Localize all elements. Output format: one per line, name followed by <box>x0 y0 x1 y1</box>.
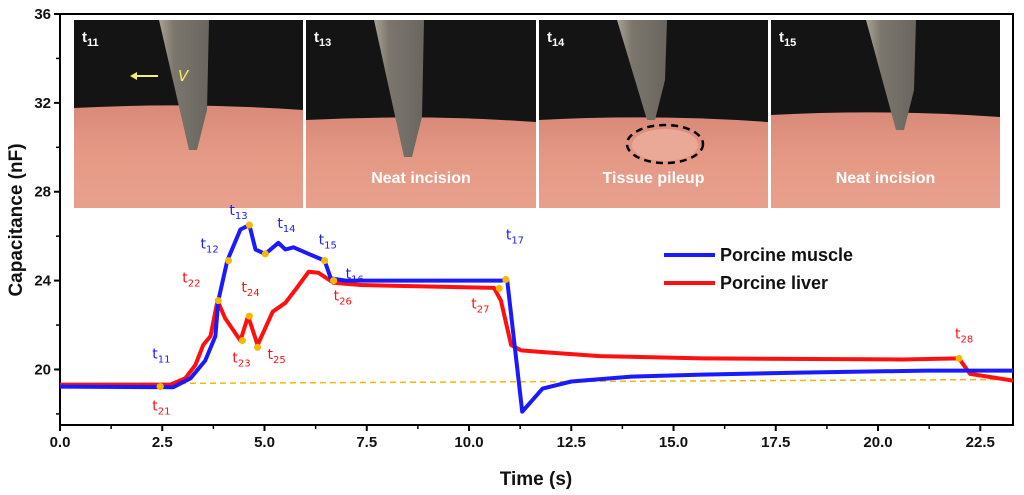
x-tick-label: 20.0 <box>863 434 892 451</box>
x-tick-label: 12.5 <box>557 434 586 451</box>
pileup-highlight-ellipse <box>625 123 705 165</box>
blade <box>159 20 209 150</box>
y-tick-label: 24 <box>34 273 51 290</box>
time-marker-dot <box>254 343 262 351</box>
y-tick-label: 20 <box>34 361 51 378</box>
time-marker-label: t17 <box>506 227 524 246</box>
photo-panel: t14 Tissue pileup <box>539 20 768 208</box>
time-marker-label: t16 <box>346 267 364 286</box>
time-marker-label: t27 <box>471 296 489 315</box>
panel-caption: Neat incision <box>371 170 471 187</box>
blade <box>866 20 916 130</box>
time-marker-label: t28 <box>955 326 973 345</box>
arrow-head-icon <box>130 72 137 80</box>
time-marker-dot <box>245 312 253 320</box>
velocity-label: V <box>178 67 190 85</box>
photo-panel: t15 Neat incision <box>771 20 1000 208</box>
time-marker-dot <box>245 221 253 229</box>
tissue-pileup <box>632 129 698 161</box>
time-marker-label: t24 <box>241 280 259 299</box>
photo-panel: t13 Neat incision <box>306 20 536 208</box>
baseline-dashed-line <box>59 378 1014 385</box>
panel-caption: Neat incision <box>836 170 936 187</box>
blade <box>617 20 667 120</box>
x-tick-label: 7.5 <box>356 434 377 451</box>
x-axis-label: Time (s) <box>500 469 573 490</box>
time-marker-label: t22 <box>182 271 200 290</box>
time-marker-dot <box>502 275 510 283</box>
time-marker-label: t21 <box>152 399 170 418</box>
plot-frame <box>59 13 1014 426</box>
panel-time-label: t15 <box>779 29 796 49</box>
x-tick-label: 10.0 <box>454 434 483 451</box>
panel-time-label: t11 <box>82 29 99 49</box>
time-marker-dot <box>225 257 233 265</box>
x-tick-label: 22.5 <box>966 434 995 451</box>
time-marker-dot <box>321 257 329 265</box>
photo-panel: t11 V <box>74 20 303 208</box>
y-tick-label: 36 <box>34 6 51 23</box>
tissue <box>771 112 1000 208</box>
time-marker-label: t15 <box>319 233 337 252</box>
y-tick-label: 28 <box>34 184 51 201</box>
time-marker-label: t26 <box>334 289 352 308</box>
legend-label-liver: Porcine liver <box>720 273 828 293</box>
time-marker-label: t12 <box>201 237 219 256</box>
time-marker-dot <box>495 284 503 292</box>
legend: Porcine muscle Porcine liver <box>664 245 853 293</box>
panel-time-label: t14 <box>547 29 565 49</box>
blade <box>374 20 424 157</box>
time-marker-label: t14 <box>277 216 295 235</box>
time-marker-label: t13 <box>229 203 247 222</box>
x-tick-label: 0.0 <box>50 434 71 451</box>
y-tick-label: 32 <box>34 95 51 112</box>
y-axis-label: Capacitance (nF) <box>6 143 27 296</box>
panel-caption: Tissue pileup <box>603 170 705 187</box>
time-marker-dot <box>156 383 164 391</box>
x-tick-label: 15.0 <box>659 434 688 451</box>
time-marker-label: t23 <box>232 351 250 370</box>
series-line-porcine-muscle <box>59 223 1013 414</box>
time-marker-dot <box>330 277 338 285</box>
panel-time-label: t13 <box>314 29 331 49</box>
time-marker-dot <box>955 354 963 362</box>
plot-area: t11 t12 t13 t14 t15 t16 t17 t21 t22 t23 t24 t25 t26 t… <box>59 203 1014 418</box>
x-tick-label: 17.5 <box>761 434 790 451</box>
tissue <box>539 117 768 208</box>
time-marker-dot <box>238 337 246 345</box>
x-tick-label: 5.0 <box>254 434 275 451</box>
tissue <box>306 117 536 208</box>
tissue <box>74 105 303 208</box>
series-line-porcine-liver <box>60 269 1014 387</box>
axes: 0.0 2.5 5.0 7.5 10.0 12.5 15.0 17.5 20.0 22.5 20 24… <box>34 6 1014 451</box>
time-marker-label: t25 <box>268 347 286 366</box>
time-marker-label: t11 <box>152 347 170 366</box>
x-tick-label: 2.5 <box>152 434 173 451</box>
time-marker-dot <box>214 297 222 305</box>
legend-label-muscle: Porcine muscle <box>720 245 853 265</box>
time-marker-dot <box>261 250 269 258</box>
